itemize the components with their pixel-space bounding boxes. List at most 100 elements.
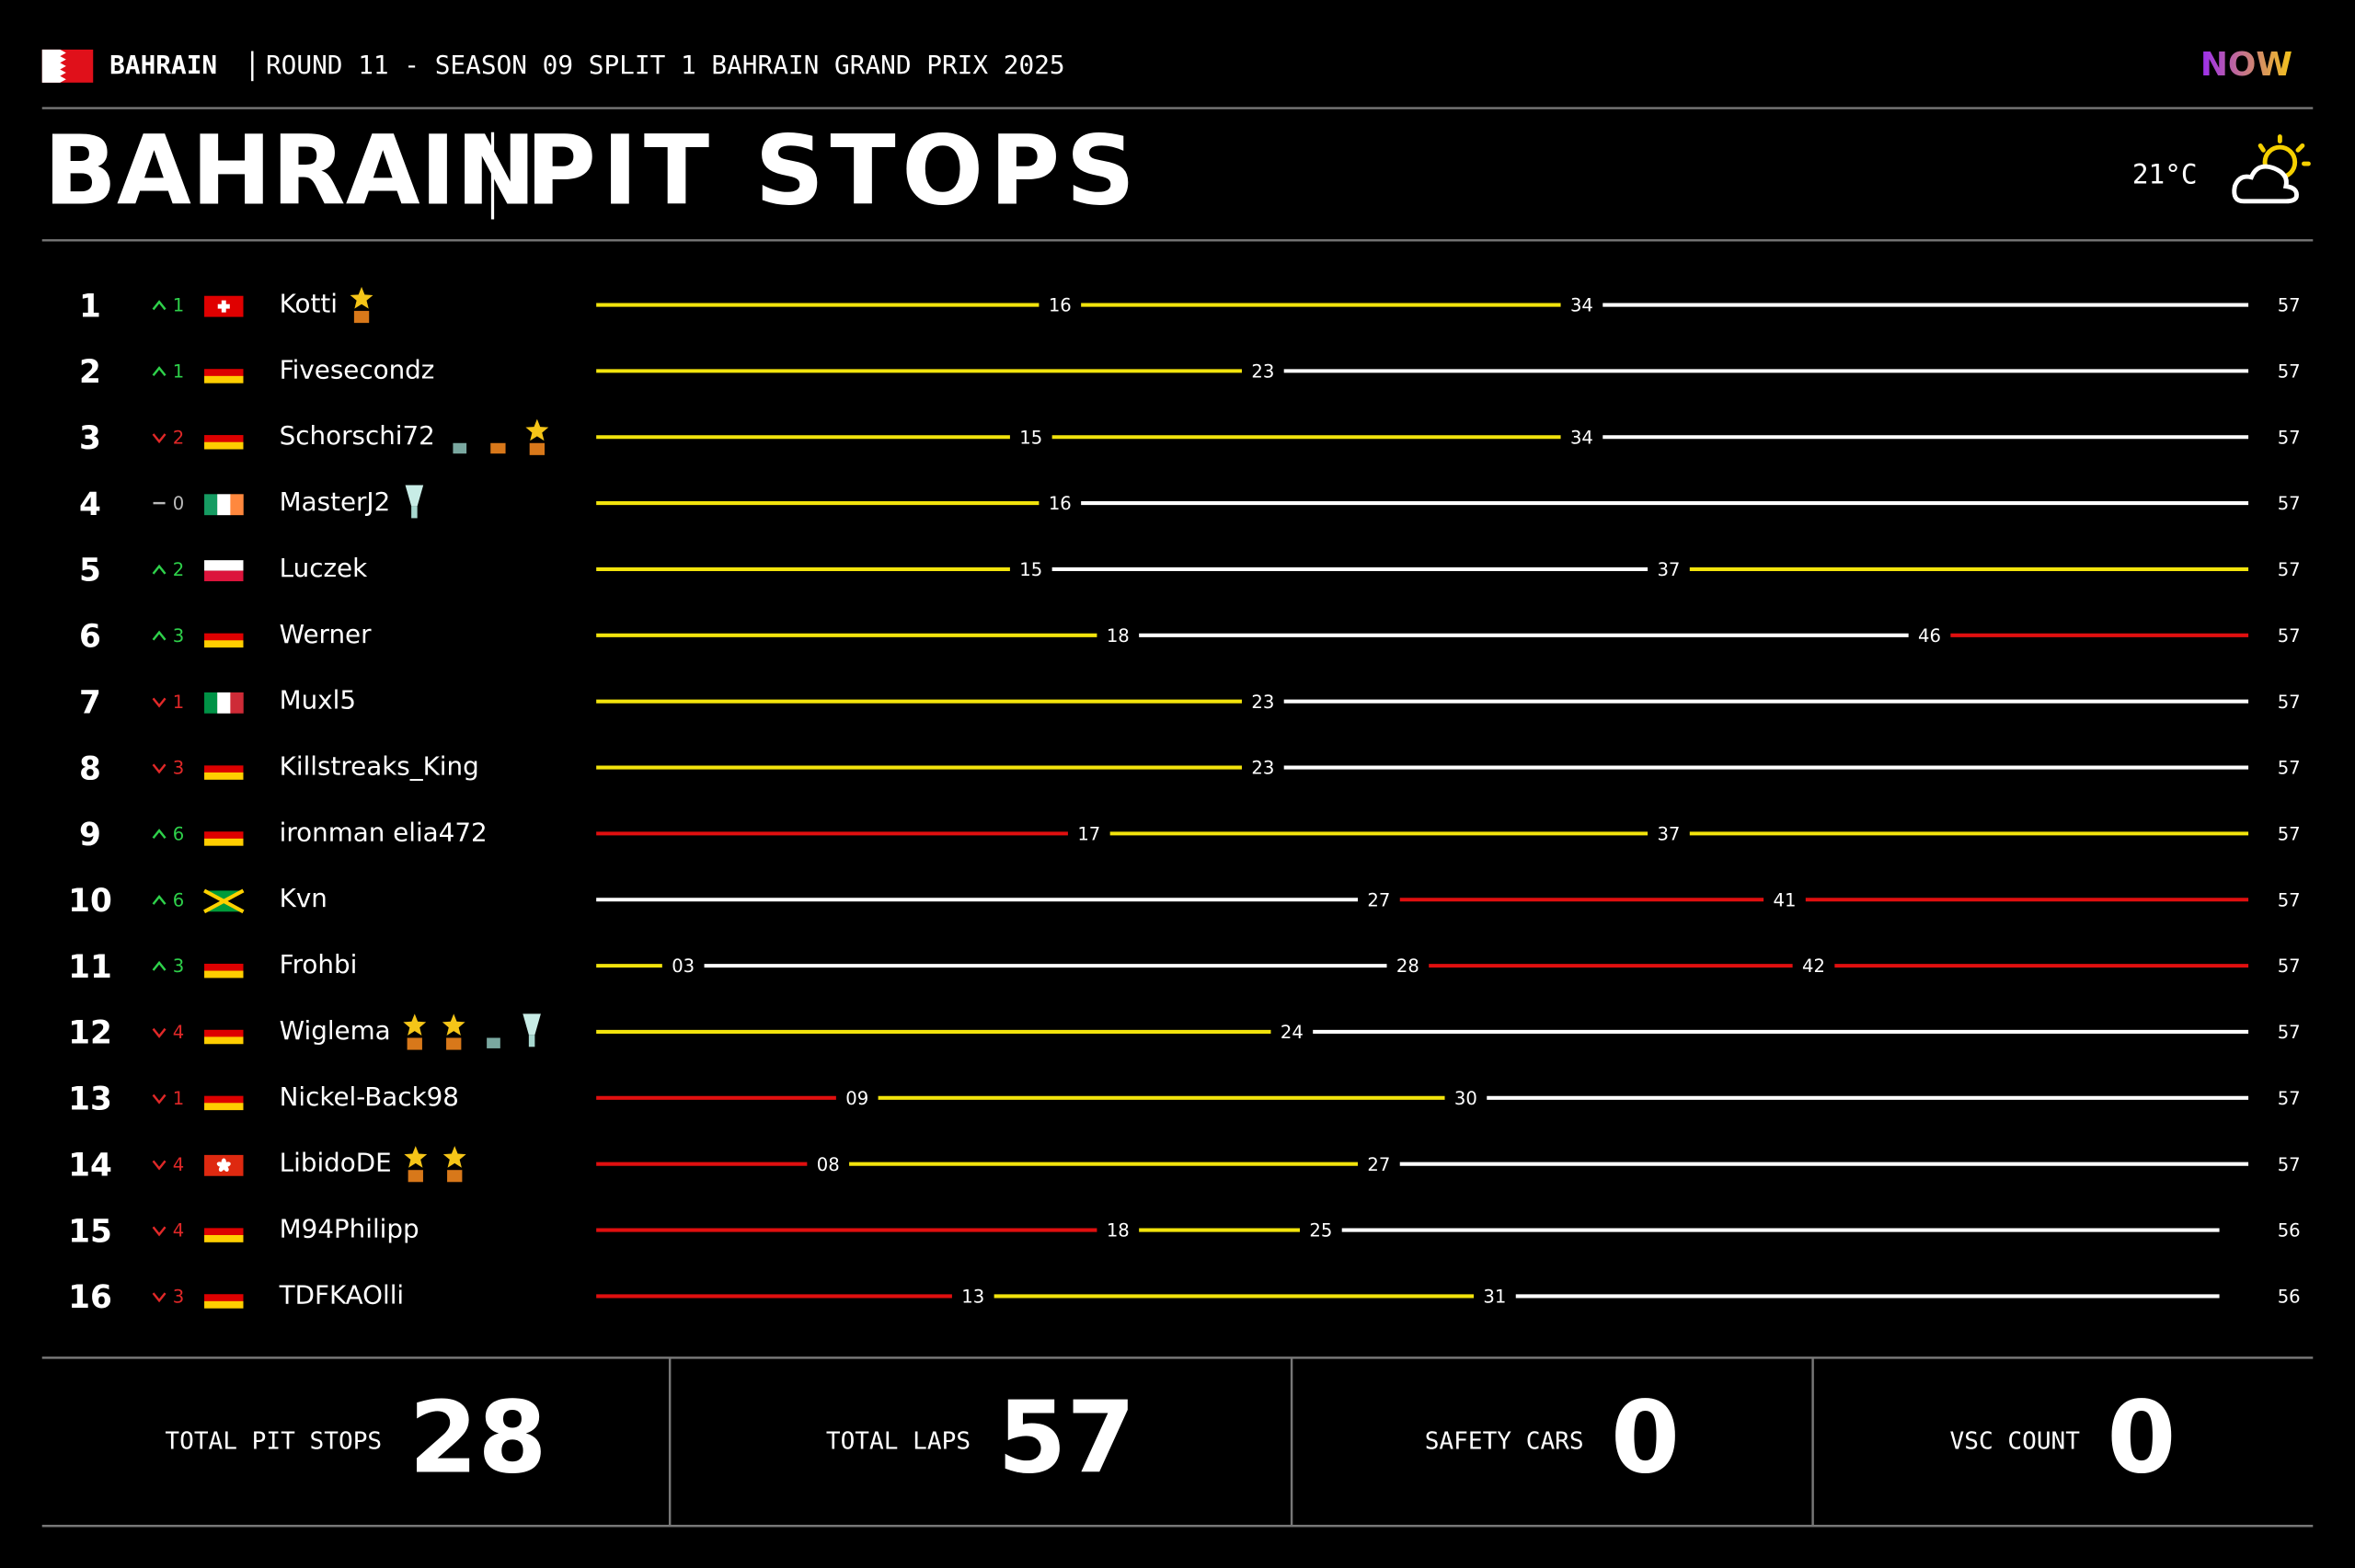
- driver-row: 13 1 Nickel-Back98 09 30 57: [68, 1082, 2301, 1118]
- position-change: 3: [173, 956, 184, 977]
- driver-row: 3 2 Schorschi72 15 34 57: [79, 418, 2301, 457]
- title-right: PIT STOPS: [525, 114, 1141, 226]
- position: 7: [79, 684, 101, 721]
- driver-row: 12 4 Wiglema 24 57: [68, 1013, 2301, 1052]
- final-lap: 57: [2278, 1022, 2301, 1043]
- award-base: [411, 506, 418, 519]
- position-change: 1: [173, 361, 184, 383]
- pit-lap: 37: [1657, 824, 1680, 845]
- flag-stripe: [230, 494, 244, 516]
- award-base: [447, 1170, 463, 1183]
- award-star: [442, 1146, 466, 1168]
- award-star: [525, 418, 549, 441]
- stat-label: VSC COUNT: [1950, 1427, 2081, 1455]
- driver-row: 9 6 ironman elia472 17 37 57: [79, 817, 2301, 853]
- flag-stripe: [204, 1023, 244, 1031]
- position: 14: [68, 1147, 112, 1184]
- position: 13: [68, 1082, 112, 1118]
- position: 11: [68, 949, 112, 986]
- award-star: [350, 286, 373, 309]
- award: [405, 485, 424, 519]
- position: 6: [79, 619, 101, 656]
- title-left: BAHRAIN: [43, 114, 536, 226]
- driver-row: 5 2 Luczek 15 37 57: [79, 553, 2301, 589]
- position-change: 1: [173, 295, 184, 316]
- final-lap: 57: [2278, 625, 2301, 647]
- driver-name: TDFKAOlli: [279, 1279, 404, 1310]
- flag-stripe: [204, 428, 244, 436]
- driver-name: Schorschi72: [280, 420, 435, 451]
- stat-label: TOTAL LAPS: [826, 1427, 971, 1455]
- award-cup: [405, 485, 424, 507]
- driver-row: 14 4 LibidoDE 08 27 57: [68, 1146, 2301, 1184]
- position: 15: [68, 1213, 112, 1250]
- award: [487, 1037, 500, 1048]
- position: 3: [79, 420, 101, 457]
- flag-stripe: [204, 1220, 244, 1229]
- award-base: [487, 1037, 500, 1048]
- stat-label: SAFETY CARS: [1425, 1427, 1584, 1455]
- flag-stripe: [204, 692, 218, 714]
- final-lap: 57: [2278, 889, 2301, 910]
- pit-lap: 41: [1774, 889, 1797, 910]
- flag: [204, 1089, 244, 1111]
- position-change: 2: [173, 427, 184, 448]
- pit-lap: 13: [961, 1287, 984, 1308]
- driver-name: Nickel-Back98: [280, 1082, 459, 1112]
- pit-lap: 25: [1309, 1220, 1332, 1242]
- award-star: [404, 1146, 428, 1168]
- stat-value: 0: [2107, 1380, 2176, 1495]
- pit-lap: 37: [1657, 559, 1680, 580]
- flag-stripe: [204, 435, 244, 442]
- flag-stripe: [204, 956, 244, 965]
- stat-value: 0: [1611, 1380, 1680, 1495]
- header-event: ROUND 11 - SEASON 09 SPLIT 1 BAHRAIN GRA…: [266, 50, 1065, 80]
- position: 5: [79, 553, 101, 589]
- position: 1: [79, 288, 101, 325]
- flag-triangle: [224, 890, 244, 912]
- driver-row: 2 1 Fivesecondz 23 57: [79, 354, 2301, 391]
- final-lap: 57: [2278, 295, 2301, 316]
- flag-stripe: [204, 633, 244, 641]
- stat-label: TOTAL PIT STOPS: [165, 1427, 382, 1455]
- award-base: [490, 442, 506, 454]
- final-lap: 57: [2278, 559, 2301, 580]
- driver-row: 8 3 Killstreaks_King 23 57: [79, 750, 2301, 787]
- award-base: [446, 1037, 462, 1050]
- pit-lap: 15: [1019, 427, 1042, 448]
- flag-stripe: [204, 824, 244, 832]
- position-change: 1: [173, 1088, 184, 1109]
- pit-lap: 17: [1077, 824, 1100, 845]
- award: [350, 286, 373, 324]
- award-base: [407, 1037, 422, 1050]
- header-country: BAHRAIN: [109, 50, 217, 80]
- flag-stripe: [204, 1089, 244, 1096]
- flag-stripe: [204, 375, 244, 383]
- pit-lap: 24: [1281, 1022, 1304, 1043]
- flag-stripe: [204, 1300, 244, 1309]
- header-flag: [41, 49, 94, 83]
- award: [453, 442, 467, 454]
- driver-row: 6 3 Werner 18 46 57: [79, 619, 2301, 656]
- pit-lap: 23: [1251, 758, 1274, 779]
- pit-lap: 08: [817, 1154, 840, 1175]
- pit-lap: 30: [1454, 1088, 1477, 1109]
- award: [525, 418, 549, 455]
- stat-value: 57: [997, 1380, 1135, 1495]
- trend-arrow: [152, 564, 167, 575]
- flag-petal: [216, 1162, 224, 1167]
- driver-name: Luczek: [280, 553, 368, 583]
- flag-stripe: [204, 831, 244, 840]
- trend-arrow: [152, 300, 167, 311]
- logo: NOW: [2200, 46, 2292, 84]
- pit-lap: 15: [1019, 559, 1042, 580]
- trend-arrow: [152, 763, 167, 774]
- position: 12: [68, 1015, 112, 1052]
- flag: [204, 494, 244, 516]
- driver-name: Frohbi: [280, 949, 358, 979]
- final-lap: 57: [2278, 692, 2301, 713]
- stat-value: 28: [409, 1380, 547, 1495]
- position-change: 4: [173, 1154, 184, 1175]
- position-change: 2: [173, 559, 184, 580]
